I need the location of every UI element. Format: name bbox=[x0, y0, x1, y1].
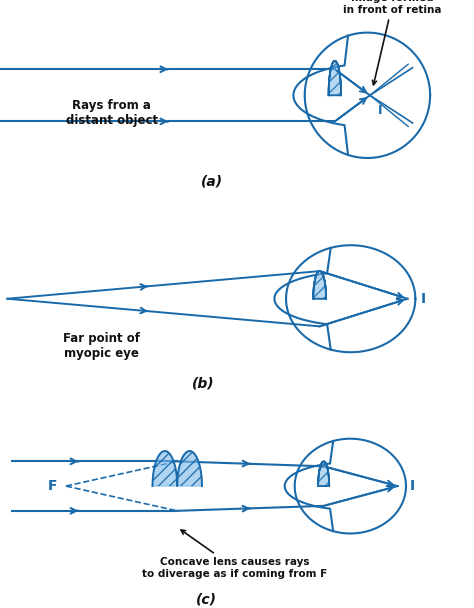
Text: Image formed
in front of retina: Image formed in front of retina bbox=[343, 0, 442, 85]
Polygon shape bbox=[328, 61, 341, 95]
Text: Rays from a
distant object: Rays from a distant object bbox=[65, 99, 158, 127]
Polygon shape bbox=[318, 461, 329, 486]
Polygon shape bbox=[313, 271, 326, 299]
Text: Far point of
myopic eye: Far point of myopic eye bbox=[63, 331, 139, 359]
Polygon shape bbox=[153, 451, 202, 486]
Text: (c): (c) bbox=[196, 593, 217, 607]
Text: F: F bbox=[48, 479, 58, 493]
Text: I: I bbox=[421, 292, 426, 306]
Text: Concave lens causes rays
to diverage as if coming from F: Concave lens causes rays to diverage as … bbox=[142, 530, 328, 579]
Text: (b): (b) bbox=[192, 377, 215, 391]
Text: I: I bbox=[410, 479, 415, 493]
Text: I: I bbox=[377, 105, 382, 117]
Text: (a): (a) bbox=[201, 174, 223, 188]
